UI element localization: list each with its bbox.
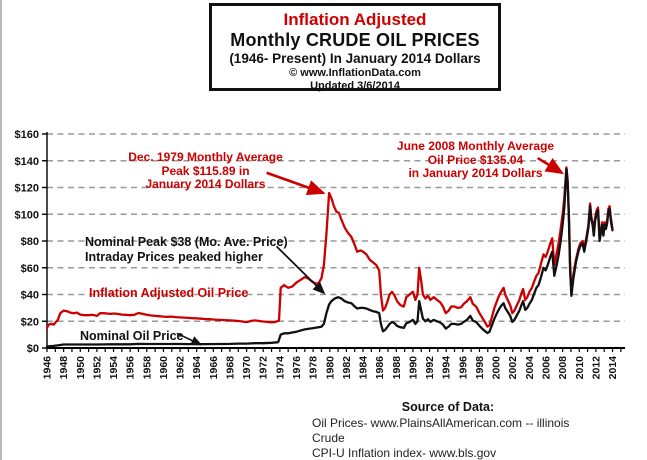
svg-text:1964: 1964 — [191, 356, 203, 380]
svg-text:$0: $0 — [27, 343, 39, 355]
svg-text:1978: 1978 — [308, 356, 320, 380]
source-heading: Source of Data: — [401, 400, 495, 414]
svg-text:$160: $160 — [15, 129, 39, 141]
svg-text:2012: 2012 — [590, 356, 602, 380]
svg-text:2014: 2014 — [607, 356, 619, 380]
svg-text:1958: 1958 — [141, 356, 153, 380]
svg-text:1976: 1976 — [291, 356, 303, 380]
svg-text:1994: 1994 — [441, 356, 453, 380]
svg-text:$20: $20 — [21, 316, 39, 328]
svg-text:1998: 1998 — [474, 356, 486, 380]
title-line-updated: Updated 3/6/2014 — [310, 80, 400, 92]
svg-text:1946: 1946 — [42, 356, 54, 380]
svg-text:2006: 2006 — [540, 356, 552, 380]
svg-text:1972: 1972 — [258, 356, 270, 380]
svg-text:1986: 1986 — [374, 356, 386, 380]
series-label-inflation-adjusted: Inflation Adjusted Oil Price — [89, 286, 249, 300]
source-of-data-block: Source of Data: Oil Prices- www.PlainsAl… — [298, 400, 598, 460]
svg-text:1988: 1988 — [391, 356, 403, 380]
svg-text:1968: 1968 — [224, 356, 236, 380]
series-label-nominal: Nominal Oil Price — [80, 329, 184, 343]
svg-text:1980: 1980 — [324, 356, 336, 380]
svg-text:1950: 1950 — [75, 356, 87, 380]
svg-text:1982: 1982 — [341, 356, 353, 380]
svg-text:$60: $60 — [21, 263, 39, 275]
svg-text:1960: 1960 — [158, 356, 170, 380]
svg-text:$140: $140 — [15, 156, 39, 168]
annotation-dec-1979-peak: Dec. 1979 Monthly Average Peak $115.89 i… — [128, 150, 283, 191]
svg-text:1974: 1974 — [274, 356, 286, 380]
svg-text:2002: 2002 — [507, 356, 519, 380]
svg-text:2000: 2000 — [491, 356, 503, 380]
title-line-copyright: © www.InflationData.com — [289, 67, 421, 79]
svg-text:1948: 1948 — [58, 356, 70, 380]
chart-title-box: Inflation Adjusted Monthly CRUDE OIL PRI… — [209, 3, 501, 92]
svg-text:1956: 1956 — [125, 356, 137, 380]
svg-text:1990: 1990 — [407, 356, 419, 380]
title-line-inflation-adjusted: Inflation Adjusted — [283, 10, 427, 29]
svg-text:1962: 1962 — [175, 356, 187, 380]
source-cpi-line: CPI-U Inflation index- www.bls.gov — [312, 446, 497, 460]
title-line-main: Monthly CRUDE OIL PRICES — [230, 30, 480, 50]
svg-text:1984: 1984 — [358, 356, 370, 380]
svg-text:1970: 1970 — [241, 356, 253, 380]
source-oil-prices-line: Oil Prices- www.PlainsAllAmerican.com --… — [312, 416, 570, 445]
title-line-subtitle: (1946- Present) In January 2014 Dollars — [229, 51, 481, 66]
svg-text:$120: $120 — [15, 183, 39, 195]
svg-text:$40: $40 — [21, 290, 39, 302]
svg-text:$100: $100 — [15, 209, 39, 221]
svg-text:1966: 1966 — [208, 356, 220, 380]
svg-text:1996: 1996 — [457, 356, 469, 380]
svg-text:1992: 1992 — [424, 356, 436, 380]
svg-text:1954: 1954 — [108, 356, 120, 380]
annotation-nominal-peak: Nominal Peak $38 (Mo. Ave. Price) Intrad… — [85, 235, 288, 264]
svg-text:$80: $80 — [21, 236, 39, 248]
svg-text:2008: 2008 — [557, 356, 569, 380]
annotation-june-2008-peak: June 2008 Monthly Average Oil Price $135… — [396, 139, 555, 180]
svg-text:1952: 1952 — [91, 356, 103, 380]
svg-text:2004: 2004 — [524, 356, 536, 380]
svg-text:2010: 2010 — [574, 356, 586, 380]
screen-left-edge — [0, 0, 2, 460]
